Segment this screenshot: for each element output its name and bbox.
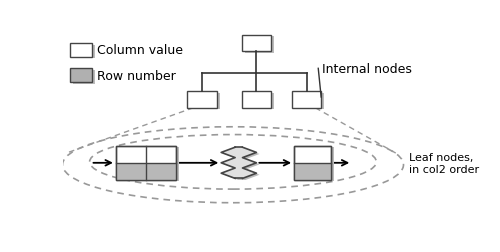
FancyBboxPatch shape (294, 146, 331, 180)
FancyBboxPatch shape (297, 148, 334, 182)
FancyBboxPatch shape (294, 163, 331, 180)
FancyBboxPatch shape (119, 148, 179, 182)
FancyBboxPatch shape (190, 93, 220, 110)
FancyBboxPatch shape (245, 93, 274, 110)
FancyBboxPatch shape (70, 69, 92, 83)
Text: 8: 8 (127, 148, 135, 161)
Text: 8: 8 (157, 148, 165, 161)
FancyBboxPatch shape (245, 37, 274, 54)
FancyBboxPatch shape (188, 92, 216, 108)
FancyBboxPatch shape (74, 71, 94, 84)
FancyBboxPatch shape (116, 163, 176, 180)
Text: Internal nodes: Internal nodes (322, 62, 412, 76)
FancyBboxPatch shape (242, 92, 271, 108)
Text: Leaf nodes,
in col2 order: Leaf nodes, in col2 order (410, 152, 480, 174)
Text: Column value: Column value (98, 44, 184, 57)
FancyBboxPatch shape (295, 93, 324, 110)
Text: 9998: 9998 (296, 165, 328, 178)
Text: 13: 13 (304, 148, 320, 161)
FancyBboxPatch shape (70, 44, 92, 57)
FancyBboxPatch shape (74, 45, 94, 59)
Polygon shape (224, 149, 260, 180)
Text: 9997: 9997 (145, 165, 176, 178)
FancyBboxPatch shape (116, 146, 176, 180)
FancyBboxPatch shape (242, 36, 271, 52)
Polygon shape (221, 148, 256, 179)
Text: 0: 0 (127, 165, 135, 178)
Text: Row number: Row number (98, 69, 176, 82)
FancyBboxPatch shape (292, 92, 321, 108)
